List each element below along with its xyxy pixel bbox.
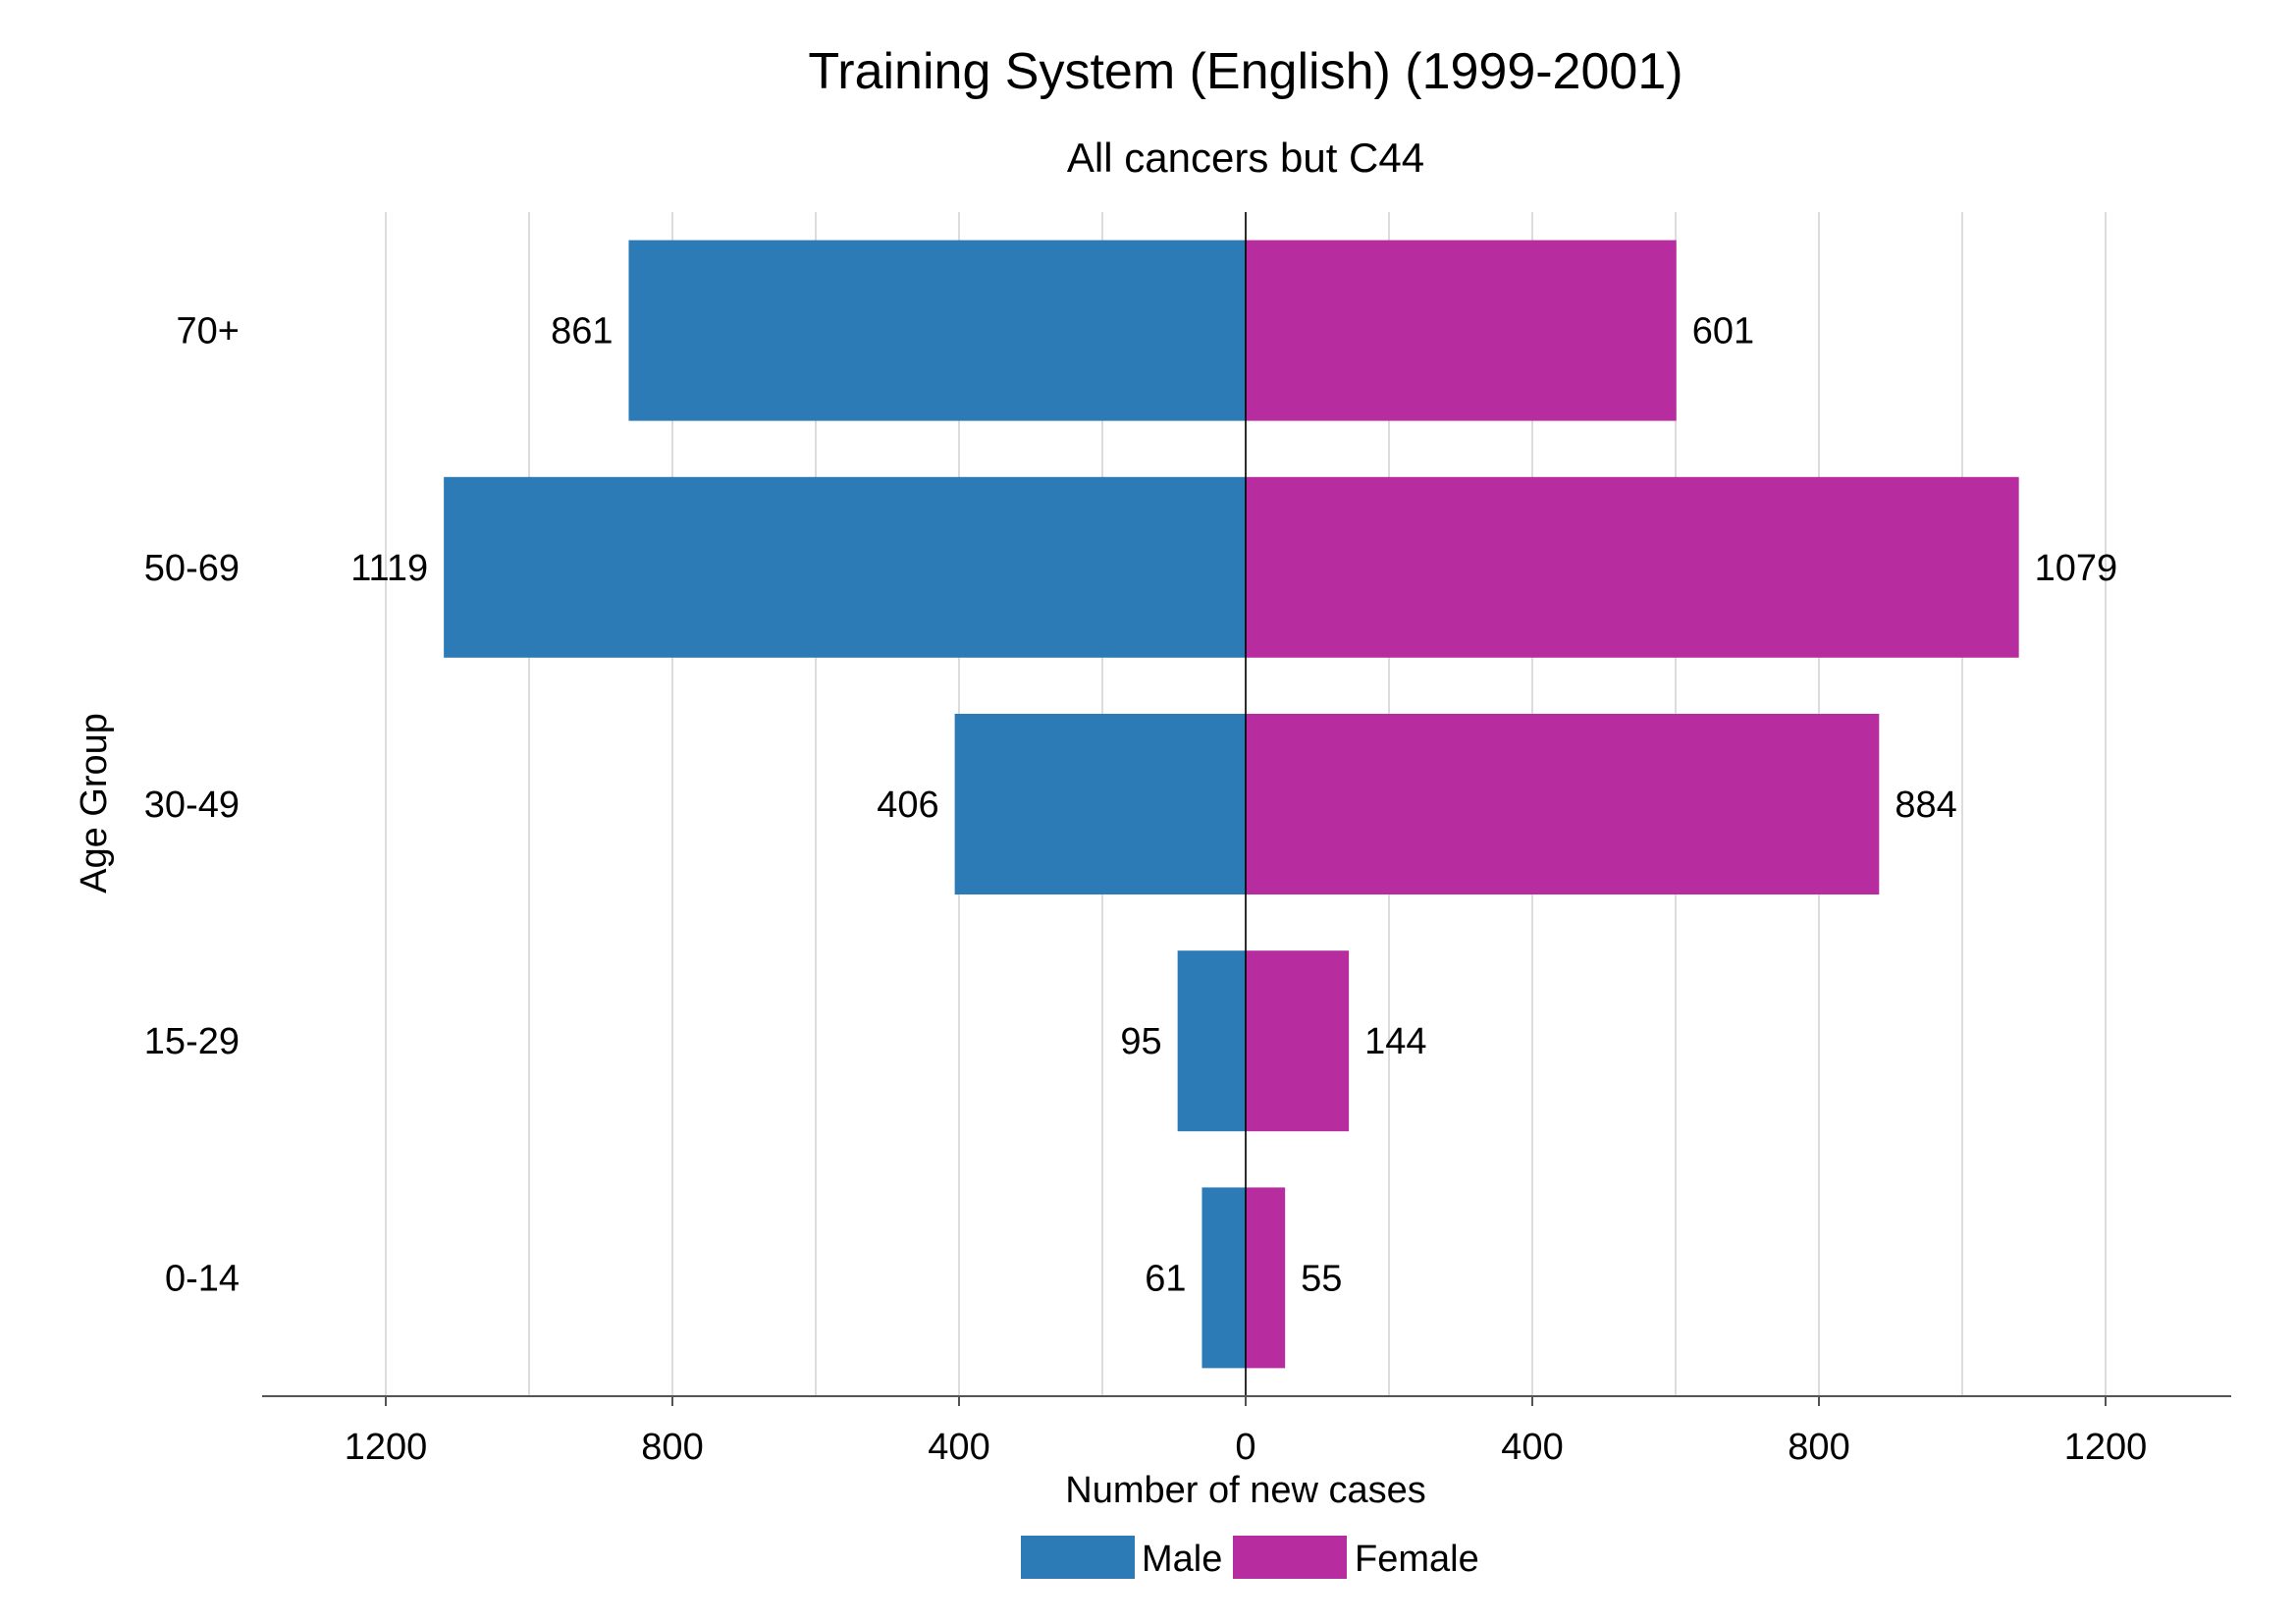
bar-female-50-69 — [1246, 476, 2019, 658]
y-tick-label: 0-14 — [165, 1258, 240, 1299]
data-label-male-0-14: 61 — [1145, 1258, 1186, 1299]
y-tick-label: 50-69 — [144, 548, 240, 589]
x-tick-label: 800 — [641, 1427, 703, 1468]
y-axis-ticks: 70+ 50-69 30-49 15-29 0-14 — [144, 311, 240, 1300]
data-label-female-15-29: 144 — [1364, 1021, 1426, 1062]
y-tick-label: 15-29 — [144, 1021, 240, 1062]
bar-value-labels: 861 601 1119 1079 406 884 95 144 61 55 — [350, 311, 2117, 1300]
bar-female-15-29 — [1246, 950, 1350, 1132]
bar-female-70+ — [1246, 240, 1677, 421]
x-tick-label: 400 — [1501, 1427, 1563, 1468]
bar-male-70+ — [628, 240, 1246, 421]
bar-male-30-49 — [954, 714, 1246, 894]
bar-male-50-69 — [444, 476, 1246, 658]
legend-label-female: Female — [1355, 1539, 1479, 1580]
chart-subtitle: All cancers but C44 — [1067, 135, 1424, 181]
x-tick-label: 800 — [1788, 1427, 1849, 1468]
y-tick-label: 70+ — [177, 311, 240, 352]
legend-swatch-male — [1021, 1536, 1135, 1579]
bars — [444, 240, 2019, 1369]
data-label-male-70+: 861 — [551, 311, 613, 352]
y-axis-label: Age Group — [74, 713, 115, 893]
data-label-female-50-69: 1079 — [2035, 548, 2118, 589]
data-label-female-70+: 601 — [1692, 311, 1754, 352]
y-tick-label: 30-49 — [144, 785, 240, 826]
bar-male-0-14 — [1201, 1187, 1246, 1369]
legend: Male Female — [1021, 1536, 1479, 1580]
legend-swatch-female — [1233, 1536, 1347, 1579]
data-label-male-50-69: 1119 — [350, 548, 428, 589]
bar-female-0-14 — [1246, 1187, 1286, 1369]
chart-title: Training System (English) (1999-2001) — [808, 43, 1682, 100]
data-label-male-15-29: 95 — [1120, 1021, 1161, 1062]
legend-label-male: Male — [1142, 1539, 1222, 1580]
x-axis-ticks: 1200 800 400 0 400 800 1200 — [345, 1396, 2148, 1468]
x-tick-label: 400 — [928, 1427, 989, 1468]
x-axis-label: Number of new cases — [1065, 1470, 1426, 1511]
bar-female-30-49 — [1246, 714, 1880, 894]
x-tick-label: 1200 — [345, 1427, 428, 1468]
data-label-female-30-49: 884 — [1895, 785, 1956, 826]
data-label-female-0-14: 55 — [1301, 1258, 1342, 1299]
data-label-male-30-49: 406 — [877, 785, 938, 826]
x-tick-label: 0 — [1235, 1427, 1255, 1468]
x-tick-label: 1200 — [2064, 1427, 2148, 1468]
bar-male-15-29 — [1177, 950, 1246, 1132]
